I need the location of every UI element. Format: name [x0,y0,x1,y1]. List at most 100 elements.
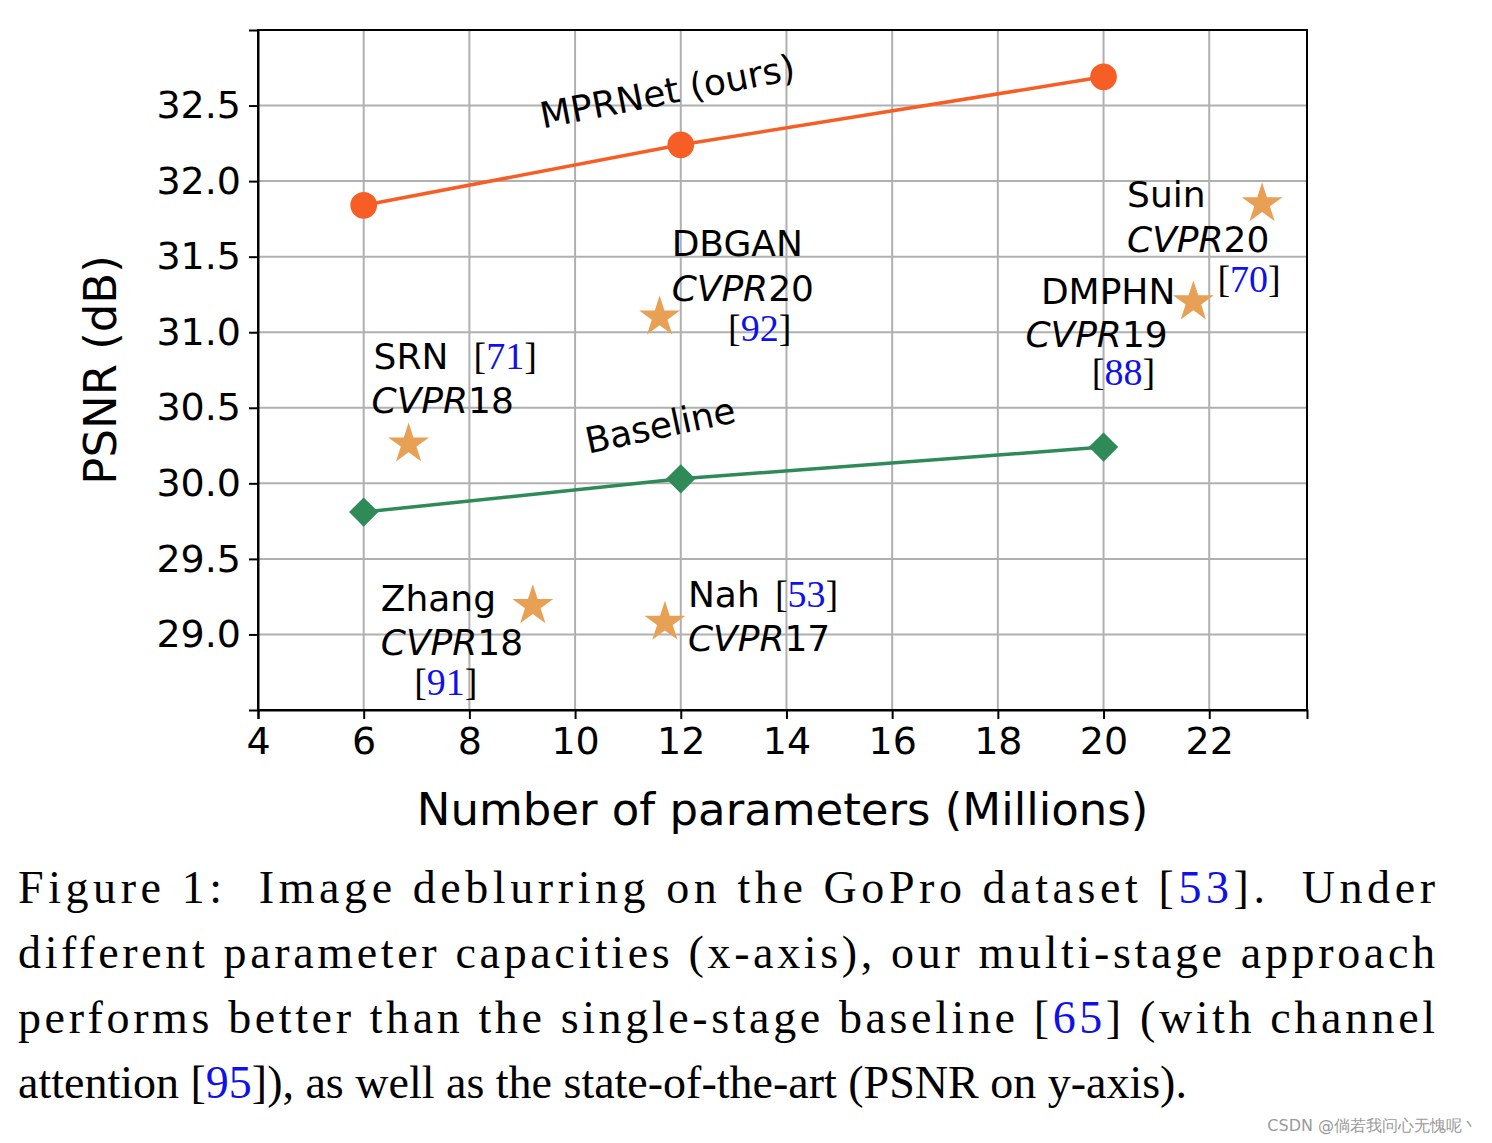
x-tick: 18 [974,710,1022,763]
x-tick: 12 [657,710,705,763]
method-venue: CVPR18 [381,622,523,663]
y-tick-label: 32.0 [156,159,241,203]
x-tick-mark [469,710,471,719]
x-axis-title: Number of parameters (Millions) [417,783,1149,836]
x-tick-mark [1103,710,1105,719]
method-ref: [70] [1217,258,1280,300]
y-tick-label: 30.5 [156,385,241,429]
caption-line: performs better than the single-stage ba… [18,992,1435,1043]
watermark: CSDN @倘若我问心无愧呢丶 [1267,1116,1478,1135]
method-ref: [88] [1092,351,1155,393]
x-tick: 10 [551,710,599,763]
caption-line: different parameter capacities (x-axis),… [18,927,1435,978]
x-tick-label: 22 [1186,719,1234,763]
y-tick: 30.0 [156,461,258,505]
x-tick-label: 20 [1080,719,1128,763]
y-tick-label: 30.0 [156,461,241,505]
y-tick-label: 32.5 [156,83,241,127]
method-venue: CVPR17 [688,618,830,659]
method-point [1173,280,1214,319]
grid-line-x [574,30,576,710]
x-tick-label: 14 [763,719,811,763]
series-line [364,447,1104,512]
method-ref: [92] [728,307,791,349]
x-tick-mark [892,710,894,719]
y-tick-label: 31.0 [156,310,241,354]
y-tick: 32.0 [156,159,258,203]
y-tick-label: 29.0 [156,612,241,656]
x-tick: 22 [1186,710,1234,763]
caption-line: Figure 1: Image deblurring on the GoPro … [18,862,1435,913]
plot-area [349,63,1283,639]
method-ref: [91] [414,661,477,703]
y-tick: 29.5 [156,537,258,581]
x-tick: 14 [763,710,811,763]
method-ref: [53] [775,573,838,615]
method-point [512,584,553,623]
y-tick: 30.5 [156,385,258,429]
x-tick-mark [363,710,365,719]
method-name: DMPHN [1041,271,1176,312]
x-tick-label: 4 [246,719,270,763]
y-tick-label: 29.5 [156,537,241,581]
x-tick-mark [575,710,577,719]
method-name: Nah [688,574,760,615]
annotations: MPRNet (ours)BaselineSRNCVPR18[71]DBGANC… [372,47,1281,703]
y-tick: 31.0 [156,310,258,354]
grid-line-y [258,558,1307,560]
x-tick: 8 [458,710,482,763]
method-venue: CVPR20 [672,268,814,309]
series-marker [350,192,377,219]
y-axis-title: PSNR (dB) [74,255,127,484]
grid-line-x [997,30,999,710]
grid-line-x [363,30,365,710]
grid-line-x [891,30,893,710]
x-tick-mark [997,710,999,719]
series-label: MPRNet (ours) [536,47,798,137]
x-tick-label: 8 [458,719,482,763]
grid-line-y [258,105,1307,107]
y-tick: 31.5 [156,234,258,278]
series-label: Baseline [581,390,739,462]
caption-line: attention [95]), as well as the state-of… [18,1057,1187,1108]
method-venue: CVPR19 [1025,314,1167,355]
x-tick-mark [1209,710,1211,719]
plot-frame [258,30,1307,710]
series-marker [349,497,378,526]
x-axis-line [259,711,1308,720]
y-tick-mark [249,407,258,409]
grid-line-x [1208,30,1210,710]
y-tick-mark [249,634,258,636]
y-tick-mark [249,181,258,183]
y-axis-line [249,31,259,711]
y-tick-label: 31.5 [156,234,241,278]
x-tick: 4 [246,710,270,763]
grid-line-y [258,482,1307,484]
series-marker [1090,63,1117,90]
x-tick-mark [786,710,788,719]
method-point [388,423,429,462]
x-axis: 4 6 8 10 12 14 16 18 20 22 [246,710,1307,763]
method-name: Suin [1127,174,1206,215]
x-tick: 16 [868,710,916,763]
method-venue: CVPR20 [1127,219,1269,260]
x-tick-mark [680,710,682,719]
series-marker [666,464,695,493]
series-marker [667,131,694,158]
y-tick-mark [249,332,258,334]
y-tick: 29.0 [156,612,258,656]
method-point [644,601,685,640]
grid [258,30,1307,710]
x-tick: 6 [352,710,376,763]
method-name: Zhang [381,578,496,619]
x-tick-label: 18 [974,719,1022,763]
method-ref: [71] [474,335,537,377]
method-point [1242,182,1283,221]
y-tick: 32.5 [156,83,258,127]
x-tick: 20 [1080,710,1128,763]
x-tick-label: 12 [657,719,705,763]
y-tick-mark [249,105,258,107]
x-tick-label: 10 [551,719,599,763]
y-axis: 29.0 29.5 30.0 30.5 31.0 31.5 32.0 32.5 [156,31,258,711]
method-name: SRN [374,336,449,377]
